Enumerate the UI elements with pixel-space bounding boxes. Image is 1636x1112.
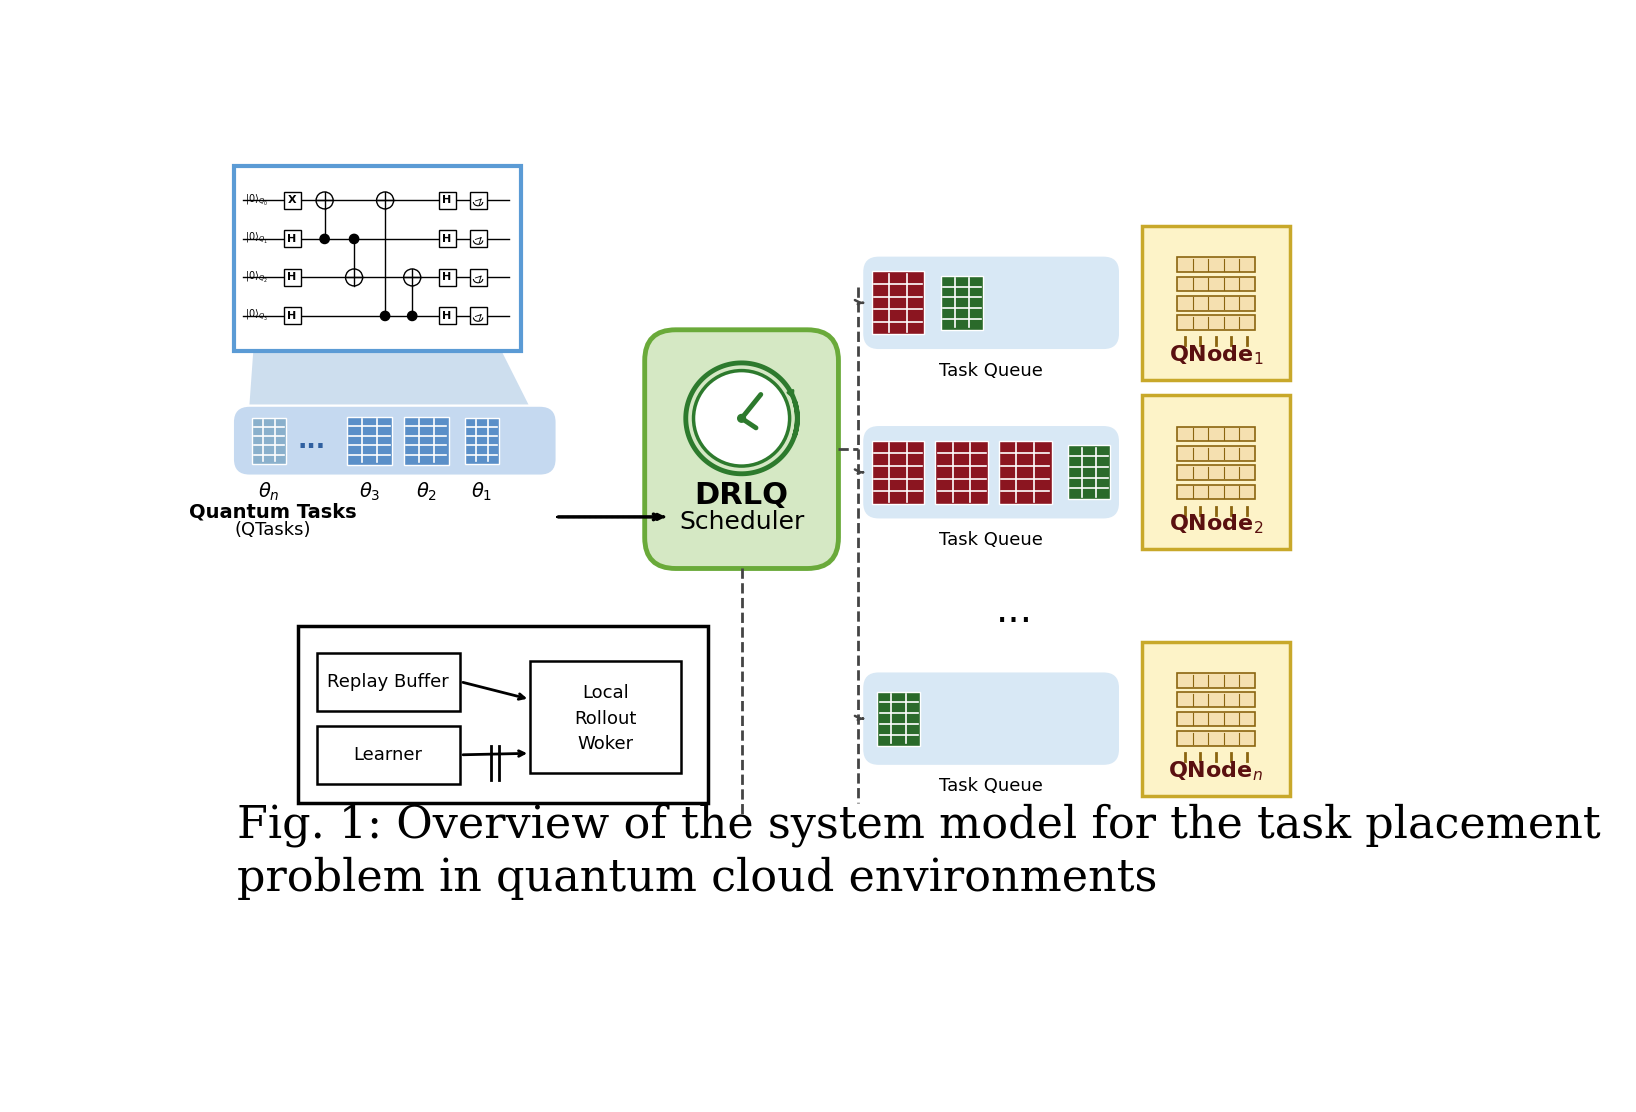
Text: $|0\rangle_{Q_1}$: $|0\rangle_{Q_1}$ xyxy=(245,231,268,247)
Text: $\theta_1$: $\theta_1$ xyxy=(471,480,492,503)
Text: Task Queue: Task Queue xyxy=(939,361,1044,379)
Text: problem in quantum cloud environments: problem in quantum cloud environments xyxy=(237,857,1157,901)
Bar xyxy=(283,192,301,209)
Text: Quantum Tasks: Quantum Tasks xyxy=(188,502,357,522)
Text: $\theta_2$: $\theta_2$ xyxy=(416,480,437,503)
FancyBboxPatch shape xyxy=(864,426,1119,518)
Bar xyxy=(1178,446,1255,460)
Bar xyxy=(1178,693,1255,707)
Bar xyxy=(438,192,455,209)
Text: QNode$_1$: QNode$_1$ xyxy=(1168,344,1263,367)
Text: H: H xyxy=(288,234,296,244)
Bar xyxy=(877,692,919,745)
Bar xyxy=(438,269,455,286)
Text: $\theta_3$: $\theta_3$ xyxy=(358,480,380,503)
Text: H: H xyxy=(442,311,452,321)
Bar xyxy=(283,307,301,325)
Bar xyxy=(438,307,455,325)
Bar xyxy=(1142,226,1289,380)
Bar xyxy=(234,166,520,350)
Bar xyxy=(465,418,499,464)
Text: X: X xyxy=(288,196,296,206)
Text: Fig. 1: Overview of the system model for the task placement: Fig. 1: Overview of the system model for… xyxy=(237,803,1600,847)
Bar xyxy=(470,307,486,325)
Bar xyxy=(1068,445,1111,499)
Text: DRLQ: DRLQ xyxy=(695,480,789,509)
Bar xyxy=(252,418,286,464)
Circle shape xyxy=(321,235,329,244)
Text: ...: ... xyxy=(996,592,1032,629)
Bar xyxy=(1142,395,1289,549)
FancyBboxPatch shape xyxy=(645,330,839,568)
Bar xyxy=(404,417,448,465)
Text: $\theta_n$: $\theta_n$ xyxy=(258,480,280,503)
Text: Scheduler: Scheduler xyxy=(679,510,805,534)
Text: Learner: Learner xyxy=(353,746,422,764)
Text: Replay Buffer: Replay Buffer xyxy=(327,673,448,691)
Text: ...: ... xyxy=(298,428,326,453)
Bar xyxy=(1178,731,1255,745)
Bar xyxy=(530,661,681,773)
Text: H: H xyxy=(288,311,296,321)
Text: $|0\rangle_{Q_0}$: $|0\rangle_{Q_0}$ xyxy=(245,192,268,208)
Bar xyxy=(941,276,983,330)
FancyBboxPatch shape xyxy=(864,673,1119,765)
FancyBboxPatch shape xyxy=(864,257,1119,349)
Text: Rollout: Rollout xyxy=(574,709,636,727)
Polygon shape xyxy=(249,350,528,405)
Circle shape xyxy=(350,235,358,244)
Bar xyxy=(1178,485,1255,499)
Bar xyxy=(347,417,393,465)
Text: H: H xyxy=(288,272,296,282)
Bar xyxy=(1178,257,1255,272)
Text: H: H xyxy=(442,196,452,206)
Bar xyxy=(1178,673,1255,688)
Bar xyxy=(317,653,460,711)
Text: H: H xyxy=(442,272,452,282)
Text: Task Queue: Task Queue xyxy=(939,777,1044,795)
Text: QNode$_n$: QNode$_n$ xyxy=(1168,759,1263,783)
Circle shape xyxy=(694,370,790,466)
Bar xyxy=(298,626,708,803)
Bar xyxy=(470,192,486,209)
Bar xyxy=(1178,277,1255,291)
Bar xyxy=(470,269,486,286)
Bar xyxy=(438,230,455,247)
FancyBboxPatch shape xyxy=(234,407,556,475)
Circle shape xyxy=(738,415,746,423)
Text: Task Queue: Task Queue xyxy=(939,532,1044,549)
Bar xyxy=(317,726,460,784)
Bar xyxy=(1000,440,1052,504)
Bar xyxy=(1178,296,1255,310)
Bar xyxy=(1178,315,1255,330)
Bar xyxy=(1178,465,1255,480)
Bar xyxy=(936,440,988,504)
Bar xyxy=(1178,712,1255,726)
Bar xyxy=(283,269,301,286)
Bar xyxy=(470,230,486,247)
Bar xyxy=(1178,427,1255,441)
Text: Woker: Woker xyxy=(578,735,633,753)
Bar xyxy=(872,271,924,335)
Circle shape xyxy=(381,311,389,320)
Text: $|0\rangle_{Q_2}$: $|0\rangle_{Q_2}$ xyxy=(245,270,268,285)
Bar xyxy=(872,440,924,504)
Bar xyxy=(283,230,301,247)
Text: QNode$_2$: QNode$_2$ xyxy=(1168,513,1263,536)
Text: $|0\rangle_{Q_3}$: $|0\rangle_{Q_3}$ xyxy=(245,308,268,324)
Text: Local: Local xyxy=(582,684,628,703)
Text: (QTasks): (QTasks) xyxy=(234,522,311,539)
Bar xyxy=(1142,642,1289,796)
Circle shape xyxy=(407,311,417,320)
Text: H: H xyxy=(442,234,452,244)
